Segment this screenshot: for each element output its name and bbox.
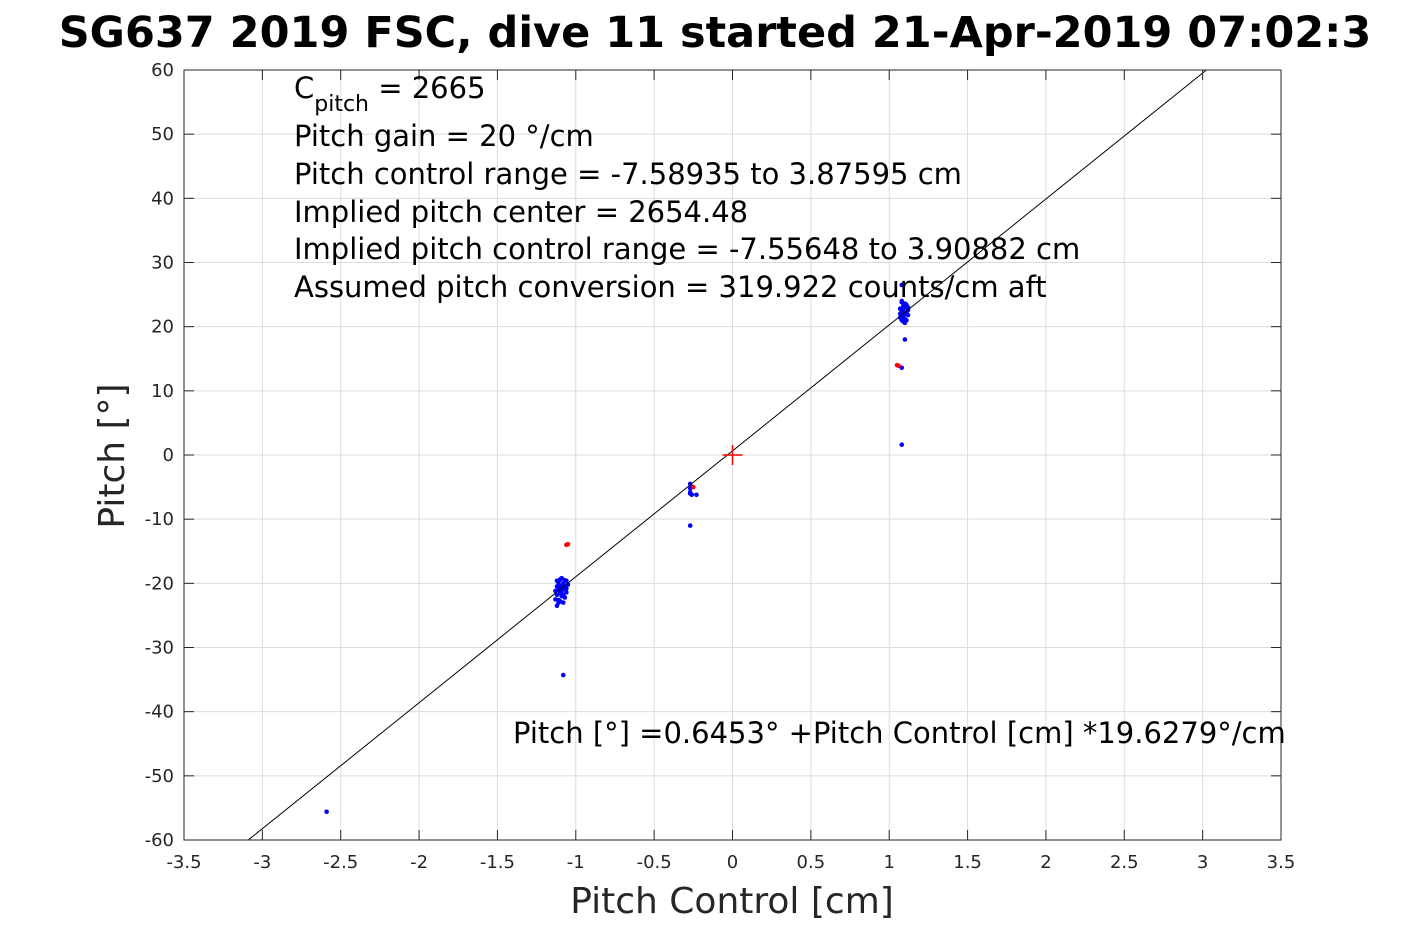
- y-tick-label: 50: [151, 124, 174, 145]
- cpitch-base: C: [294, 71, 314, 105]
- y-tick-label: -40: [145, 702, 174, 723]
- implied-pitch-range-annotation: Implied pitch control range = -7.55648 t…: [294, 232, 1080, 266]
- x-tick-label: 1.5: [953, 852, 982, 873]
- y-tick-label: -10: [145, 509, 174, 530]
- data-point: [691, 484, 696, 490]
- y-axis-ticks: -60 -50 -40 -30 -20 -10 0 10 20 30 40 50 60: [145, 60, 1281, 851]
- y-tick-label: 40: [151, 188, 174, 209]
- x-tick-label: 2: [1040, 852, 1051, 873]
- y-tick-label: -30: [145, 638, 174, 659]
- cpitch-annotation: Cpitch = 2665: [294, 71, 486, 117]
- data-point: [564, 542, 569, 548]
- data-point: [564, 578, 569, 584]
- x-tick-label: 0.5: [797, 852, 826, 873]
- parameter-annotations: Cpitch = 2665 Pitch gain = 20 °/cm Pitch…: [294, 71, 1080, 304]
- pitch-gain-annotation: Pitch gain = 20 °/cm: [294, 119, 594, 153]
- data-point: [562, 595, 568, 600]
- x-axis-ticks: -3.5 -3 -2.5 -2 -1.5 -1 -0.5 0 0.5 1 1.5 2 2.5 3 3.5: [166, 70, 1295, 873]
- data-point: [902, 337, 908, 342]
- data-point: [894, 362, 900, 368]
- cpitch-value: = 2665: [369, 71, 486, 105]
- data-point: [899, 282, 905, 288]
- pitch-control-range-annotation: Pitch control range = -7.58935 to 3.8759…: [294, 157, 962, 191]
- y-tick-label: -60: [145, 830, 174, 851]
- x-tick-label: -0.5: [637, 852, 672, 873]
- fit-equation: Pitch [°] =0.6453° +Pitch Control [cm] *…: [513, 716, 1286, 750]
- data-point: [694, 492, 699, 498]
- x-axis-label: Pitch Control [cm]: [570, 881, 894, 922]
- data-points: [324, 282, 911, 815]
- cpitch-subscript: pitch: [314, 92, 369, 117]
- data-point: [554, 592, 560, 598]
- x-tick-label: 1: [883, 852, 894, 873]
- y-tick-label: -50: [145, 766, 174, 787]
- y-tick-label: 60: [151, 60, 174, 81]
- x-tick-label: 2.5: [1110, 852, 1139, 873]
- data-point: [554, 578, 560, 584]
- x-tick-label: -3: [253, 852, 271, 873]
- x-tick-label: -1.5: [480, 852, 515, 873]
- pitch-conversion-annotation: Assumed pitch conversion = 319.922 count…: [294, 270, 1047, 304]
- x-tick-label: -1: [567, 852, 585, 873]
- data-point: [687, 523, 693, 528]
- data-point: [324, 809, 329, 815]
- data-point: [902, 301, 908, 306]
- y-tick-label: 30: [151, 253, 174, 274]
- x-tick-label: -3.5: [166, 852, 201, 873]
- y-tick-label: 0: [163, 445, 174, 466]
- y-tick-label: -20: [145, 573, 174, 594]
- implied-pitch-center-annotation: Implied pitch center = 2654.48: [294, 195, 748, 229]
- data-point: [687, 491, 693, 496]
- x-tick-label: 3: [1197, 852, 1208, 873]
- x-tick-label: -2.5: [323, 852, 358, 873]
- x-tick-label: 0: [727, 852, 738, 873]
- center-marker-layer: [722, 445, 743, 465]
- data-point: [556, 600, 561, 605]
- x-tick-label: 3.5: [1267, 852, 1296, 873]
- data-point: [899, 298, 905, 304]
- data-point: [564, 590, 569, 595]
- data-point: [897, 306, 903, 312]
- x-tick-label: -2: [410, 852, 428, 873]
- y-axis-label: Pitch [°]: [92, 383, 133, 528]
- y-tick-label: 10: [151, 381, 174, 402]
- y-tick-label: 20: [151, 317, 174, 338]
- data-point: [902, 320, 908, 326]
- data-point: [556, 582, 561, 587]
- chart-title: SG637 2019 FSC, dive 11 started 21-Apr-2…: [59, 8, 1372, 58]
- data-point: [899, 442, 905, 448]
- data-point: [560, 600, 566, 605]
- data-point: [560, 672, 566, 678]
